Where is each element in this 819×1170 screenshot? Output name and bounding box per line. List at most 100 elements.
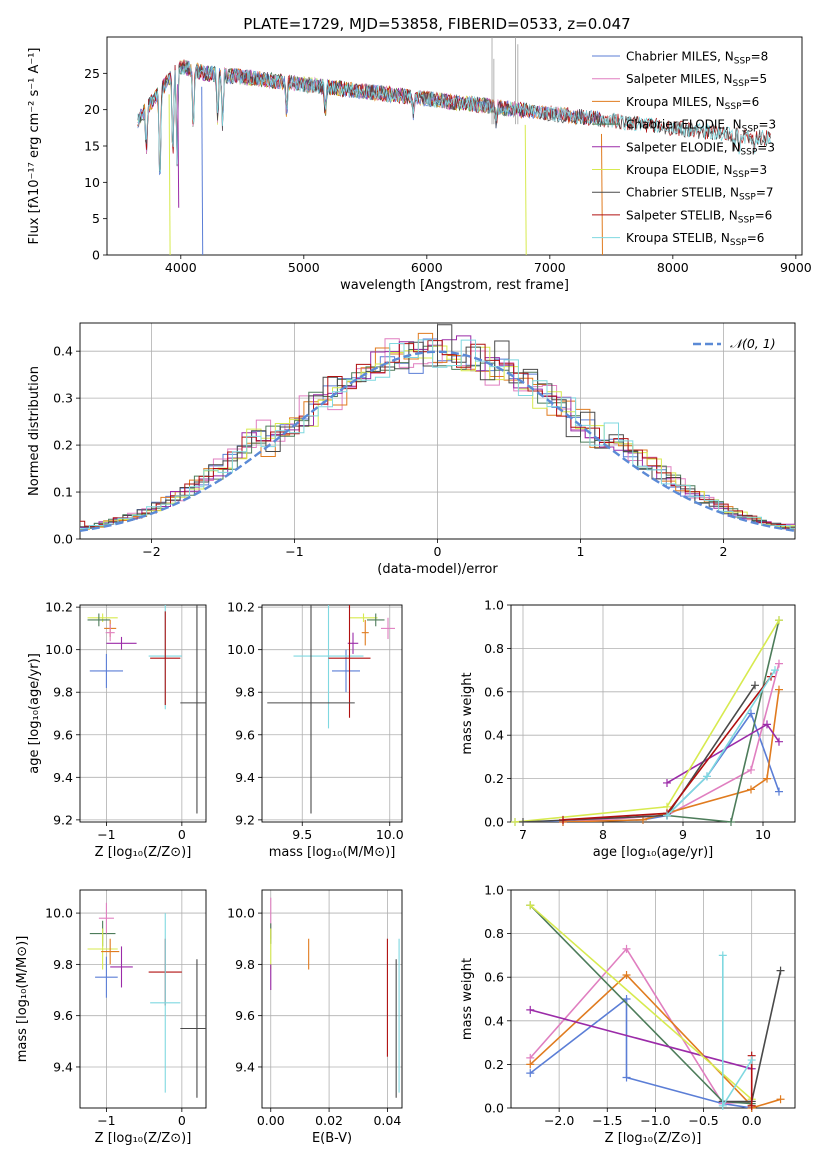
series-line — [529, 997, 752, 1108]
series-marker — [526, 901, 535, 910]
axes-frame-4 — [510, 604, 796, 823]
legend-label: Salpeter STELIB, NSSP=6 — [626, 208, 772, 225]
legend-value: =7 — [756, 186, 774, 200]
legend-sub: SSP — [739, 193, 756, 203]
series-marker — [763, 774, 771, 783]
legend-label: Kroupa ELODIE, NSSP=3 — [626, 163, 767, 180]
legend-label: Chabrier STELIB, NSSP=7 — [626, 186, 774, 203]
y-tick-label: 9.4 — [53, 770, 73, 785]
x-tick-label: 9.5 — [292, 827, 312, 842]
y-axis-label: mass weight — [460, 672, 475, 754]
series-marker — [775, 787, 783, 796]
spectrum-dip — [168, 94, 171, 255]
legend-value: =5 — [749, 72, 767, 86]
spectrum-dip — [600, 133, 603, 255]
legend-text: Chabrier MILES, N — [626, 50, 734, 64]
x-axis-label: Z [log₁₀(Z/Z⊙)] — [95, 845, 192, 860]
series-marker — [622, 1073, 631, 1082]
y-axis-label: mass weight — [460, 958, 475, 1040]
y-tick-label: 25 — [84, 66, 100, 81]
x-axis-label: wavelength [Angstrom, rest frame] — [340, 278, 569, 293]
series-marker — [747, 1101, 756, 1110]
y-tick-label: 9.4 — [235, 1059, 255, 1074]
y-axis-label: mass [log₁₀(M/M⊙)] — [15, 936, 30, 1063]
y-tick-label: 9.6 — [235, 1008, 255, 1023]
legend-value: =6 — [742, 95, 760, 109]
legend-label: Salpeter ELODIE, NSSP=3 — [626, 140, 775, 157]
axes-frame-7 — [510, 889, 796, 1109]
x-tick-label: 9 — [679, 827, 687, 842]
x-tick-label: 4000 — [165, 260, 197, 275]
axes-6: 0.00 0.02 0.04 9.4 9.6 9.8 10.0 E(B-V) — [227, 889, 403, 1146]
legend-sub: SSP — [725, 102, 742, 112]
x-tick-label: 10.0 — [376, 827, 404, 842]
legend-text: Salpeter ELODIE, N — [626, 140, 740, 154]
axes-7: −2.0 −1.5 −1.0 −0.5 0.0 0.0 0.2 0.4 0.6 0.8 1.0 Z [… — [460, 883, 796, 1146]
legend-text: Kroupa MILES, N — [626, 95, 725, 109]
axes-frame-0 — [106, 36, 803, 256]
legend-value: =3 — [758, 118, 776, 132]
legend-text: Chabrier ELODIE, N — [626, 118, 742, 132]
series-marker — [775, 659, 783, 668]
series-marker — [763, 720, 771, 729]
series-marker — [747, 785, 755, 794]
legend-text: Salpeter STELIB, N — [626, 208, 738, 222]
y-tick-label: 0.8 — [484, 641, 504, 656]
x-tick-label: 1 — [577, 544, 585, 559]
series-marker — [559, 815, 567, 824]
series-marker — [727, 818, 735, 826]
y-tick-label: 0.2 — [484, 771, 504, 786]
series-marker — [718, 951, 727, 960]
legend-value: =8 — [751, 50, 769, 64]
series-marker — [526, 1069, 535, 1078]
y-tick-label: 0.6 — [484, 684, 504, 699]
y-tick-label: 10.0 — [45, 642, 73, 657]
x-axis-label: (data-model)/error — [377, 562, 498, 577]
x-tick-label: −1 — [97, 827, 115, 842]
x-tick-label: 10 — [755, 827, 771, 842]
y-tick-label: 0.2 — [484, 1057, 504, 1072]
axes-frame-1 — [79, 322, 796, 540]
series-line — [529, 947, 752, 1105]
series-marker — [622, 944, 631, 953]
legend-sub: SSP — [730, 238, 747, 248]
x-tick-label: 0 — [178, 1113, 186, 1128]
x-axis-label: Z [log₁₀(Z/Z⊙)] — [95, 1131, 192, 1146]
legend-sub: SSP — [734, 57, 751, 67]
legend-sub: SSP — [742, 125, 759, 135]
x-tick-label: −1.5 — [592, 1113, 622, 1128]
y-tick-label: 0.4 — [484, 1013, 504, 1028]
y-tick-label: 9.8 — [53, 685, 73, 700]
x-tick-label: 7000 — [534, 260, 566, 275]
y-tick-label: 10 — [84, 175, 100, 190]
y-tick-label: 10.2 — [227, 600, 255, 615]
x-axis-label: E(B-V) — [312, 1131, 352, 1146]
x-axis-label: Z [log₁₀(Z/Z⊙)] — [605, 1131, 702, 1146]
legend-value: =3 — [749, 163, 767, 177]
y-tick-label: 0.1 — [53, 485, 73, 500]
y-axis-label: age [log₁₀(age/yr)] — [27, 653, 42, 774]
series-marker — [622, 995, 631, 1003]
series-marker — [622, 971, 631, 980]
x-tick-label: 0 — [178, 827, 186, 842]
series-marker — [703, 772, 711, 781]
y-tick-label: 9.8 — [53, 957, 73, 972]
x-tick-label: −1 — [97, 1113, 115, 1128]
legend-sub: SSP — [740, 147, 757, 157]
x-tick-label: 8000 — [657, 260, 689, 275]
y-tick-label: 0.4 — [53, 344, 73, 359]
x-tick-label: 0.02 — [315, 1113, 343, 1128]
histogram-step — [80, 340, 795, 529]
series-marker — [511, 818, 519, 826]
axes-4: 7 8 9 10 0.0 0.2 0.4 0.6 0.8 1.0 age [log₁₀(age/yr… — [460, 598, 796, 860]
series-line — [522, 684, 756, 822]
legend-text: Chabrier STELIB, N — [626, 186, 739, 200]
series-marker — [771, 666, 779, 675]
series-line — [530, 1009, 752, 1070]
figure-title: PLATE=1729, MJD=53858, FIBERID=0533, z=0… — [243, 15, 630, 33]
x-tick-label: 0.0 — [742, 1113, 762, 1128]
series-marker — [519, 818, 527, 826]
legend-label: Salpeter MILES, NSSP=5 — [626, 72, 767, 89]
y-tick-label: 9.2 — [235, 812, 255, 827]
axes-2: −1 0 9.2 9.4 9.6 9.8 10.0 10.2 Z [log₁₀(Z/Z⊙)] ag… — [27, 600, 207, 860]
